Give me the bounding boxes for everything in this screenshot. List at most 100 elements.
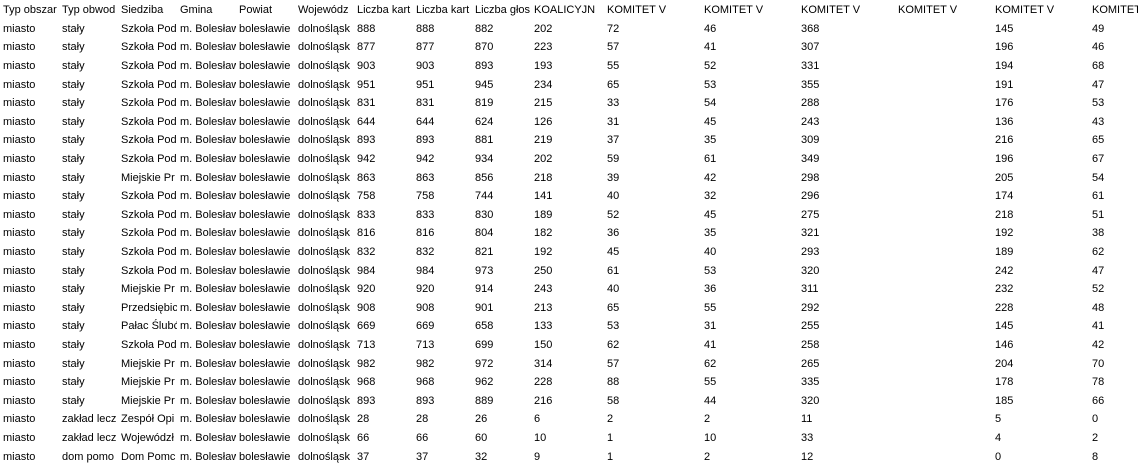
table-cell[interactable]: stały bbox=[62, 41, 85, 54]
table-cell[interactable]: 31 bbox=[704, 320, 717, 333]
table-cell[interactable] bbox=[895, 391, 992, 410]
table-cell[interactable]: 55 bbox=[704, 301, 717, 314]
table-cell[interactable] bbox=[895, 243, 992, 262]
table-cell[interactable]: 320 bbox=[801, 394, 820, 407]
table-cell[interactable]: 920 bbox=[357, 283, 376, 296]
table-cell[interactable]: 65 bbox=[607, 78, 620, 91]
table-cell[interactable]: 78 bbox=[1092, 376, 1105, 389]
table-cell[interactable]: dolnośląsk bbox=[298, 60, 350, 73]
table-cell[interactable]: Szkoła Pod bbox=[121, 153, 177, 166]
table-cell[interactable]: stały bbox=[62, 376, 85, 389]
table-cell[interactable]: 893 bbox=[475, 60, 494, 73]
table-cell[interactable]: stały bbox=[62, 22, 85, 35]
table-cell[interactable]: bolesławie bbox=[239, 413, 291, 426]
table-cell[interactable]: 194 bbox=[995, 60, 1014, 73]
table-cell[interactable]: dolnośląsk bbox=[298, 301, 350, 314]
table-cell[interactable]: 250 bbox=[534, 264, 553, 277]
table-cell[interactable]: 47 bbox=[1092, 78, 1105, 91]
table-cell[interactable]: 204 bbox=[995, 357, 1014, 370]
table-cell[interactable]: 145 bbox=[995, 22, 1014, 35]
table-cell[interactable]: 146 bbox=[995, 338, 1014, 351]
table-cell[interactable]: 53 bbox=[1092, 97, 1105, 110]
table-cell[interactable] bbox=[895, 280, 992, 299]
table-cell[interactable]: 42 bbox=[704, 171, 717, 184]
table-cell[interactable]: m. Bolesław bbox=[180, 153, 236, 166]
table-cell[interactable] bbox=[895, 168, 992, 187]
table-cell[interactable]: m. Bolesław bbox=[180, 227, 236, 240]
column-header[interactable]: Typ obwod bbox=[62, 4, 116, 17]
table-cell[interactable]: Szkoła Pod bbox=[121, 115, 177, 128]
table-cell[interactable]: 37 bbox=[357, 450, 370, 463]
table-cell[interactable]: 4 bbox=[995, 431, 1002, 444]
table-cell[interactable]: Miejskie Pr bbox=[121, 357, 175, 370]
table-cell[interactable]: Szkoła Pod bbox=[121, 264, 177, 277]
table-cell[interactable]: dolnośląsk bbox=[298, 246, 350, 259]
table-cell[interactable]: m. Bolesław bbox=[180, 60, 236, 73]
table-cell[interactable]: Szkoła Pod bbox=[121, 41, 177, 54]
table-cell[interactable]: Szkoła Pod bbox=[121, 246, 177, 259]
column-header[interactable]: KOMITET V bbox=[995, 4, 1055, 17]
table-cell[interactable]: Zespół Opi bbox=[121, 413, 175, 426]
table-cell[interactable]: 258 bbox=[801, 338, 820, 351]
table-cell[interactable]: m. Bolesław bbox=[180, 413, 236, 426]
table-cell[interactable]: 644 bbox=[357, 115, 376, 128]
table-cell[interactable]: 920 bbox=[416, 283, 435, 296]
table-cell[interactable]: stały bbox=[62, 320, 85, 333]
table-cell[interactable]: stały bbox=[62, 246, 85, 259]
table-cell[interactable]: 870 bbox=[475, 41, 494, 54]
table-cell[interactable]: 40 bbox=[607, 283, 620, 296]
table-cell[interactable]: miasto bbox=[3, 134, 36, 147]
table-cell[interactable]: bolesławie bbox=[239, 394, 291, 407]
table-cell[interactable]: miasto bbox=[3, 60, 36, 73]
table-cell[interactable]: 314 bbox=[534, 357, 553, 370]
column-header[interactable]: KOMITET V bbox=[1092, 4, 1138, 17]
table-cell[interactable] bbox=[895, 187, 992, 206]
table-cell[interactable]: 973 bbox=[475, 264, 494, 277]
table-cell[interactable]: 52 bbox=[704, 60, 717, 73]
table-cell[interactable]: 893 bbox=[416, 134, 435, 147]
table-cell[interactable]: Miejskie Pr bbox=[121, 394, 175, 407]
table-cell[interactable]: bolesławie bbox=[239, 190, 291, 203]
table-cell[interactable]: m. Bolesław bbox=[180, 171, 236, 184]
table-cell[interactable]: 968 bbox=[357, 376, 376, 389]
table-cell[interactable]: 66 bbox=[416, 431, 429, 444]
table-cell[interactable]: bolesławie bbox=[239, 246, 291, 259]
table-cell[interactable]: dolnośląsk bbox=[298, 115, 350, 128]
column-header[interactable]: KOMITET V bbox=[801, 4, 861, 17]
table-cell[interactable]: 982 bbox=[416, 357, 435, 370]
table-cell[interactable]: 219 bbox=[534, 134, 553, 147]
column-header[interactable]: Liczba kart bbox=[416, 4, 470, 17]
table-cell[interactable]: m. Bolesław bbox=[180, 338, 236, 351]
table-cell[interactable]: 293 bbox=[801, 246, 820, 259]
table-cell[interactable]: 32 bbox=[475, 450, 488, 463]
table-cell[interactable]: 863 bbox=[357, 171, 376, 184]
table-cell[interactable]: 57 bbox=[607, 357, 620, 370]
table-cell[interactable]: 61 bbox=[607, 264, 620, 277]
table-cell[interactable]: 35 bbox=[704, 134, 717, 147]
table-cell[interactable]: m. Bolesław bbox=[180, 357, 236, 370]
table-cell[interactable]: 228 bbox=[995, 301, 1014, 314]
table-cell[interactable]: 821 bbox=[475, 246, 494, 259]
table-cell[interactable] bbox=[895, 38, 992, 57]
column-header[interactable]: Wojewódz bbox=[298, 4, 349, 17]
table-cell[interactable]: 972 bbox=[475, 357, 494, 370]
table-cell[interactable]: 61 bbox=[704, 153, 717, 166]
table-cell[interactable]: bolesławie bbox=[239, 357, 291, 370]
table-cell[interactable]: 178 bbox=[995, 376, 1014, 389]
table-cell[interactable]: dolnośląsk bbox=[298, 431, 350, 444]
table-cell[interactable]: 713 bbox=[357, 338, 376, 351]
table-cell[interactable]: miasto bbox=[3, 208, 36, 221]
table-cell[interactable]: miasto bbox=[3, 246, 36, 259]
table-cell[interactable]: stały bbox=[62, 208, 85, 221]
table-cell[interactable]: m. Bolesław bbox=[180, 78, 236, 91]
table-cell[interactable]: 816 bbox=[357, 227, 376, 240]
table-cell[interactable]: 202 bbox=[534, 153, 553, 166]
table-cell[interactable]: 62 bbox=[607, 338, 620, 351]
table-cell[interactable]: bolesławie bbox=[239, 264, 291, 277]
table-cell[interactable]: 833 bbox=[357, 208, 376, 221]
table-cell[interactable]: miasto bbox=[3, 190, 36, 203]
table-cell[interactable]: m. Bolesław bbox=[180, 41, 236, 54]
table-cell[interactable]: m. Bolesław bbox=[180, 97, 236, 110]
table-cell[interactable]: 213 bbox=[534, 301, 553, 314]
table-cell[interactable]: 368 bbox=[801, 22, 820, 35]
